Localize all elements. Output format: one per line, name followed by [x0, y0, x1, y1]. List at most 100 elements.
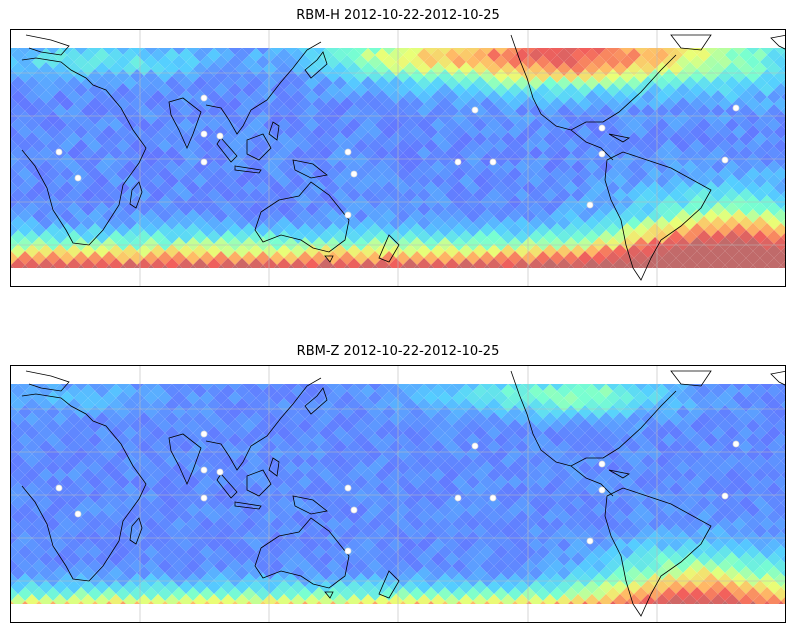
field-cell — [11, 167, 18, 181]
station-marker[interactable] — [471, 442, 479, 450]
station-marker[interactable] — [489, 158, 497, 166]
station-marker[interactable] — [200, 430, 208, 438]
coastline — [254, 181, 350, 253]
field-cell — [11, 223, 18, 237]
field-cell — [11, 447, 18, 461]
field-cell — [774, 97, 785, 111]
station-marker[interactable] — [200, 94, 208, 102]
map-panel-rbm-h[interactable] — [10, 29, 786, 287]
station-marker[interactable] — [454, 494, 462, 502]
field-cell — [11, 475, 18, 489]
station-marker[interactable] — [74, 510, 82, 518]
field-cell — [781, 121, 785, 129]
station-marker[interactable] — [74, 174, 82, 182]
field-cell — [11, 153, 18, 167]
field-cell — [781, 79, 785, 87]
map-panel-rbm-z[interactable] — [10, 365, 786, 623]
station-marker[interactable] — [454, 158, 462, 166]
station-marker[interactable] — [344, 211, 352, 219]
station-marker[interactable] — [216, 468, 224, 476]
field-cell — [781, 387, 785, 395]
station-marker[interactable] — [55, 484, 63, 492]
field-cell — [781, 205, 785, 213]
field-cell — [774, 419, 785, 433]
station-marker[interactable] — [598, 124, 606, 132]
station-marker[interactable] — [586, 201, 594, 209]
coastline — [254, 517, 350, 589]
station-marker[interactable] — [598, 150, 606, 158]
station-marker[interactable] — [598, 460, 606, 468]
field-cell — [781, 457, 785, 465]
field-cell — [11, 111, 18, 125]
station-marker[interactable] — [350, 170, 358, 178]
field-cell — [774, 489, 785, 503]
field-cell — [774, 237, 785, 251]
station-marker[interactable] — [200, 466, 208, 474]
station-marker[interactable] — [216, 132, 224, 140]
station-marker[interactable] — [721, 492, 729, 500]
stations — [55, 94, 740, 219]
field-cell — [781, 233, 785, 241]
field-cell — [781, 499, 785, 507]
station-marker[interactable] — [732, 104, 740, 112]
field-cell — [11, 573, 18, 587]
station-marker[interactable] — [344, 148, 352, 156]
station-marker[interactable] — [200, 130, 208, 138]
station-marker[interactable] — [200, 494, 208, 502]
field-cell — [11, 125, 18, 139]
coastline — [216, 137, 238, 163]
field-cell — [774, 251, 785, 265]
field-cell — [774, 391, 785, 405]
field-cell — [774, 433, 785, 447]
field-cell — [11, 545, 18, 559]
field-cell — [781, 107, 785, 115]
coastline — [604, 487, 712, 617]
field-cell — [781, 583, 785, 591]
field-cell — [774, 475, 785, 489]
field-cell — [774, 167, 785, 181]
coastline — [304, 51, 328, 79]
coastline — [292, 159, 328, 179]
field-cell — [774, 125, 785, 139]
station-marker[interactable] — [598, 486, 606, 494]
station-marker[interactable] — [732, 440, 740, 448]
coastline — [770, 34, 785, 50]
field-cell — [774, 559, 785, 573]
coastline — [570, 129, 614, 161]
station-marker[interactable] — [350, 506, 358, 514]
field-cell — [11, 139, 18, 153]
field-cell — [774, 139, 785, 153]
station-marker[interactable] — [200, 158, 208, 166]
station-marker[interactable] — [489, 494, 497, 502]
station-marker[interactable] — [471, 106, 479, 114]
field-cell — [781, 443, 785, 451]
station-marker[interactable] — [586, 537, 594, 545]
field-cell — [11, 419, 18, 433]
field-cell — [781, 555, 785, 563]
coastline — [324, 255, 334, 263]
field-cell — [774, 83, 785, 97]
field-cell — [781, 163, 785, 171]
coastline — [378, 570, 400, 599]
field-cell — [11, 517, 18, 531]
field-cell — [11, 391, 18, 405]
field-cell — [781, 415, 785, 423]
coastline — [608, 133, 631, 143]
station-marker[interactable] — [344, 547, 352, 555]
station-marker[interactable] — [721, 156, 729, 164]
coastline — [324, 591, 334, 599]
field-cell — [11, 461, 18, 475]
coastline — [234, 501, 262, 510]
field-cell — [781, 261, 785, 269]
station-marker[interactable] — [344, 484, 352, 492]
coastline — [129, 517, 143, 545]
field-cell — [11, 489, 18, 503]
station-marker[interactable] — [55, 148, 63, 156]
field-cell — [774, 447, 785, 461]
field-cell — [774, 587, 785, 601]
map-canvas-rbm-h — [11, 30, 785, 286]
map-title-rbm-h: RBM-H 2012-10-22-2012-10-25 — [296, 8, 500, 23]
field-cell — [774, 55, 785, 69]
coastline — [21, 393, 147, 582]
coastline — [670, 370, 712, 387]
